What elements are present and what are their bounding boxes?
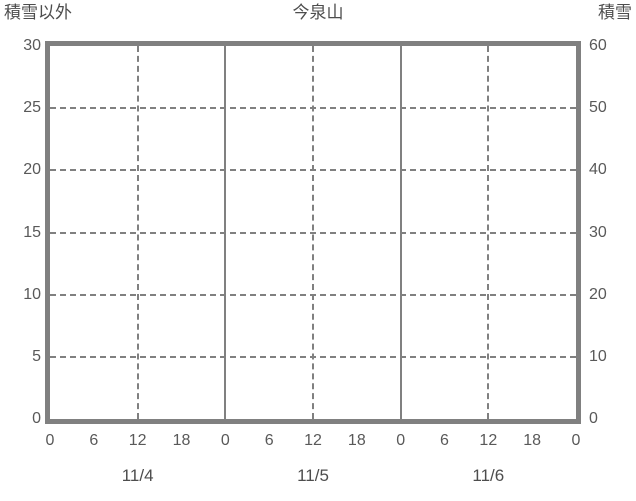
x-axis-date-label: 11/6 xyxy=(472,466,505,485)
y-axis-right-tick-label: 30 xyxy=(589,223,607,241)
right-axis-title: 積雪 xyxy=(598,3,632,22)
y-axis-right-tick-label: 50 xyxy=(589,99,607,117)
y-axis-right-tick-label: 20 xyxy=(589,285,607,303)
x-axis-tick-label: 6 xyxy=(264,432,274,449)
x-axis-tick-label: 12 xyxy=(479,432,498,449)
x-axis-tick-label: 0 xyxy=(45,432,55,449)
x-axis-tick-label: 6 xyxy=(89,432,99,449)
y-axis-right-tick-label: 40 xyxy=(589,161,607,179)
y-axis-left-tick-label: 25 xyxy=(23,99,41,117)
y-axis-right-tick-label: 0 xyxy=(589,410,598,427)
plot-gridlines xyxy=(50,46,576,419)
y-axis-right-tick-label: 10 xyxy=(589,347,607,365)
chart-title: 今泉山 xyxy=(292,3,344,22)
x-axis-tick-label: 12 xyxy=(304,432,322,449)
y-axis-left-tick-label: 15 xyxy=(23,223,41,241)
x-axis-tick-label: 0 xyxy=(220,432,230,449)
x-axis-tick-label: 6 xyxy=(440,432,449,449)
day-boundary-line xyxy=(399,46,402,419)
x-axis-tick-label: 18 xyxy=(347,432,366,449)
x-axis-tick-label: 18 xyxy=(523,432,542,449)
gridline-vertical-dashed xyxy=(312,46,314,419)
y-axis-right-tick-label: 60 xyxy=(589,37,607,54)
y-axis-left-tick-label: 0 xyxy=(32,410,41,427)
x-axis-tick-label: 12 xyxy=(128,432,147,449)
x-axis-date-label: 11/5 xyxy=(297,466,329,485)
gridline-vertical-dashed xyxy=(136,46,139,419)
x-axis-date-label: 11/4 xyxy=(121,466,154,485)
y-axis-left-tick-label: 5 xyxy=(32,347,41,365)
y-axis-left-tick-label: 30 xyxy=(23,37,41,54)
day-boundary-line xyxy=(224,46,227,419)
y-axis-left-tick-label: 10 xyxy=(23,285,41,303)
x-axis-tick-label: 0 xyxy=(396,432,406,449)
x-axis-tick-label: 18 xyxy=(172,432,191,449)
y-axis-left-tick-label: 20 xyxy=(23,161,41,179)
gridline-vertical-dashed xyxy=(487,46,490,419)
plot-area xyxy=(45,41,581,424)
x-axis-tick-label: 0 xyxy=(571,432,581,449)
left-axis-title: 積雪以外 xyxy=(4,3,72,22)
